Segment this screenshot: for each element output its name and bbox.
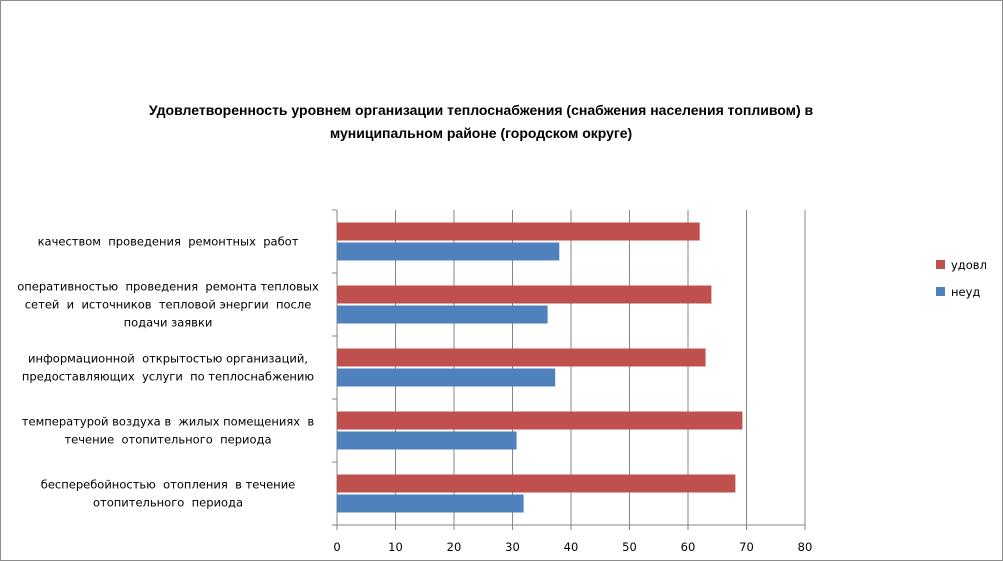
legend-label-удовл: удовл bbox=[951, 258, 987, 272]
x-tick-label-30: 30 bbox=[505, 540, 520, 554]
category-label-3-0: температурой воздуха в жилых помещениях … bbox=[22, 415, 315, 429]
x-tick-label-0: 0 bbox=[333, 540, 340, 554]
bar-неуд-1 bbox=[337, 305, 548, 324]
bar-удовл-4 bbox=[337, 474, 736, 493]
category-label-3-1: течение отопительного периода bbox=[64, 433, 271, 447]
bar-удовл-2 bbox=[337, 348, 706, 367]
category-label-1-1: сетей и источников тепловой энергии посл… bbox=[25, 298, 312, 312]
bar-удовл-1 bbox=[337, 285, 712, 304]
legend-swatch-удовл bbox=[936, 260, 945, 269]
category-label-2-0: информационной открытостью организаций, bbox=[28, 352, 308, 366]
x-tick-label-40: 40 bbox=[564, 540, 579, 554]
x-tick-label-80: 80 bbox=[798, 540, 813, 554]
legend-label-неуд: неуд bbox=[951, 285, 980, 299]
chart-title: Удовлетворенность уровнем организации те… bbox=[61, 99, 901, 145]
chart-title-line-2: муниципальном районе (городском округе) bbox=[329, 125, 633, 141]
bar-неуд-2 bbox=[337, 368, 556, 387]
x-tick-label-10: 10 bbox=[388, 540, 403, 554]
category-label-4-0: бесперебойностью отопления в течение bbox=[41, 478, 296, 492]
bar-удовл-3 bbox=[337, 411, 743, 430]
category-label-1-0: оперативностью проведения ремонта теплов… bbox=[17, 280, 319, 294]
bar-неуд-0 bbox=[337, 242, 560, 261]
bar-неуд-4 bbox=[337, 494, 524, 513]
category-label-0-0: качеством проведения ремонтных работ bbox=[38, 235, 299, 249]
bar-неуд-3 bbox=[337, 431, 517, 450]
x-tick-label-60: 60 bbox=[681, 540, 696, 554]
category-label-2-1: предоставляющих услуги по теплоснабжению bbox=[22, 370, 315, 384]
legend-swatch-неуд bbox=[936, 287, 945, 296]
chart-title-line-1: Удовлетворенность уровнем организации те… bbox=[148, 102, 814, 118]
x-tick-label-50: 50 bbox=[622, 540, 637, 554]
category-label-4-1: отопительного периода bbox=[93, 496, 243, 510]
x-tick-label-70: 70 bbox=[739, 540, 754, 554]
x-tick-label-20: 20 bbox=[447, 540, 462, 554]
category-label-1-2: подачи заявки bbox=[124, 316, 213, 330]
bar-удовл-0 bbox=[337, 222, 700, 241]
